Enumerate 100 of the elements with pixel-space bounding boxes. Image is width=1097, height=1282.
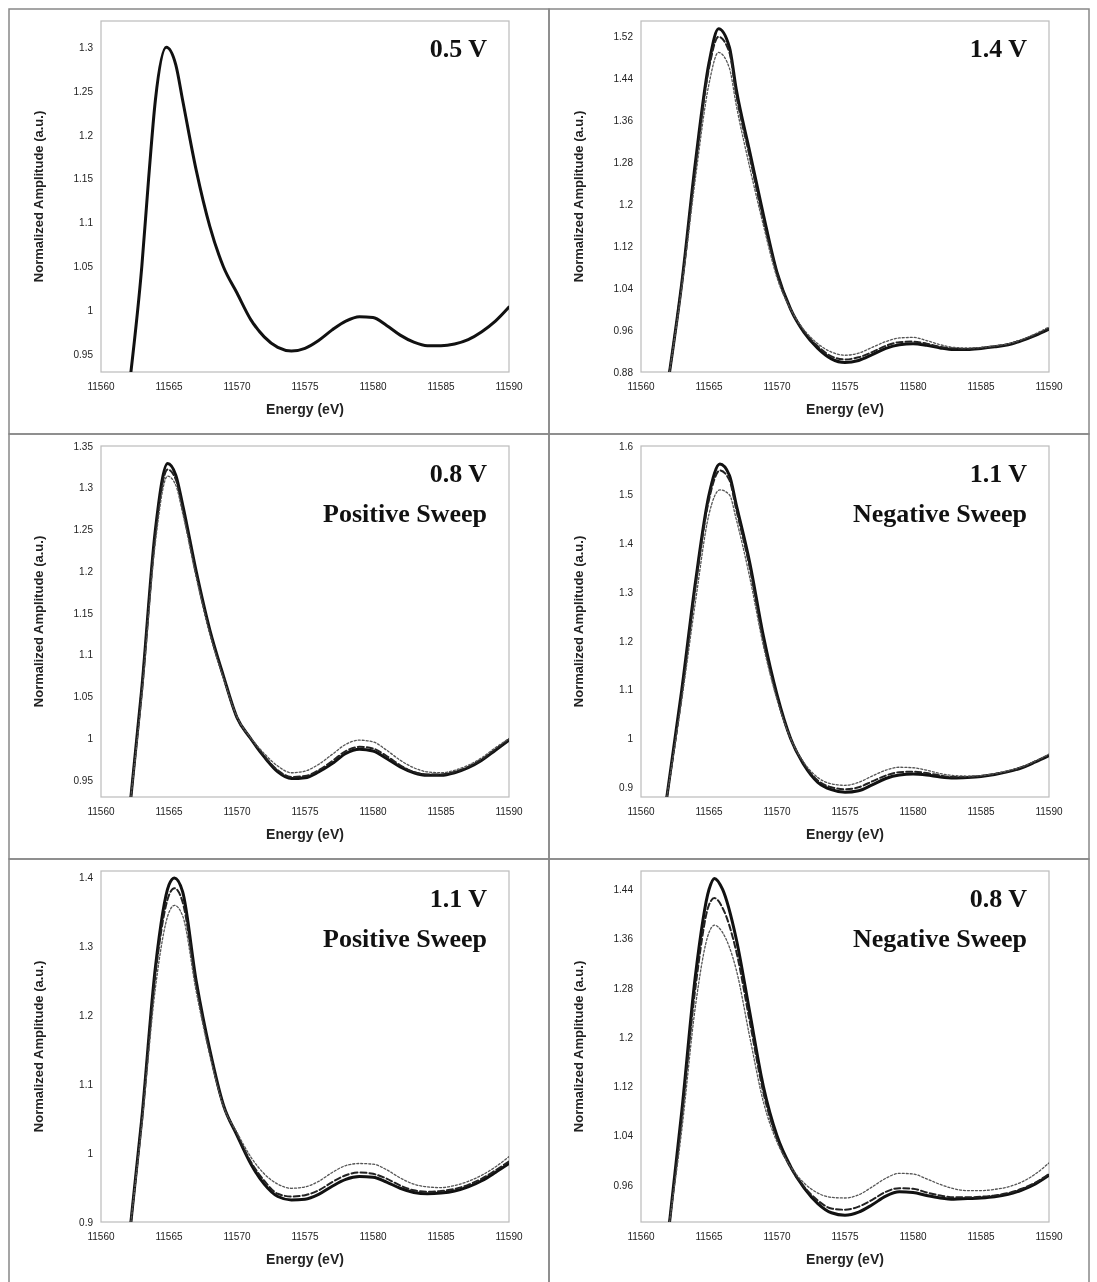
y-tick-label: 1.2 xyxy=(79,565,94,577)
x-tick-label: 11575 xyxy=(291,806,319,817)
x-tick-label: 11585 xyxy=(967,806,995,817)
x-tick-label: 11570 xyxy=(223,806,251,817)
y-tick-label: 1.52 xyxy=(613,31,634,43)
y-tick-label: 1 xyxy=(87,733,94,744)
y-tick-label: 0.9 xyxy=(79,1216,94,1228)
x-tick-label: 11570 xyxy=(763,806,791,817)
y-tick-label: 1.5 xyxy=(619,489,634,501)
y-axis-title: Normalized Amplitude (a.u.) xyxy=(31,960,46,1133)
x-tick-label: 11570 xyxy=(763,1231,791,1242)
y-tick-label: 1.28 xyxy=(613,982,634,994)
text: 0.5 V xyxy=(429,34,488,63)
y-tick-label: 1.2 xyxy=(79,1010,94,1022)
x-tick-label: 11590 xyxy=(495,806,523,817)
y-tick-label: 0.95 xyxy=(73,774,94,786)
x-tick-label: 11570 xyxy=(223,381,251,392)
y-tick-label: 1.1 xyxy=(79,1078,94,1090)
x-tick-label: 11565 xyxy=(695,381,723,392)
y-axis-title: Normalized Amplitude (a.u.) xyxy=(571,535,586,708)
y-tick-label: 0.96 xyxy=(613,1179,634,1191)
y-axis-title: Normalized Amplitude (a.u.) xyxy=(571,110,586,283)
x-tick-label: 11585 xyxy=(427,1231,455,1242)
text: Negative Sweep xyxy=(852,499,1027,528)
y-tick-label: 1 xyxy=(87,305,94,317)
y-tick-label: 1.15 xyxy=(73,173,94,185)
y-tick-label: 1.4 xyxy=(619,538,634,549)
y-tick-label: 1.2 xyxy=(619,1031,634,1043)
y-tick-label: 1.2 xyxy=(619,635,634,647)
x-axis-title: Energy (eV) xyxy=(266,1251,344,1267)
x-tick-label: 11585 xyxy=(967,381,995,392)
y-tick-label: 1.1 xyxy=(79,217,94,229)
y-tick-label: 1.25 xyxy=(73,524,94,536)
y-axis-title: Normalized Amplitude (a.u.) xyxy=(31,110,46,283)
x-tick-label: 11575 xyxy=(291,1231,319,1242)
y-tick-label: 1.25 xyxy=(73,85,94,97)
y-tick-label: 1.05 xyxy=(73,691,94,703)
x-axis-title: Energy (eV) xyxy=(806,1251,884,1267)
y-tick-label: 1.6 xyxy=(619,440,634,452)
y-tick-label: 1.3 xyxy=(79,482,94,494)
x-tick-label: 11565 xyxy=(155,806,183,817)
x-tick-label: 11575 xyxy=(831,806,859,817)
x-tick-label: 11585 xyxy=(427,806,455,817)
y-tick-label: 1.28 xyxy=(613,156,634,168)
x-axis-title: Energy (eV) xyxy=(266,401,344,417)
y-tick-label: 0.95 xyxy=(73,348,94,360)
y-tick-label: 1.12 xyxy=(613,1081,634,1093)
text: 1.1 V xyxy=(429,884,488,913)
x-tick-label: 11560 xyxy=(87,806,115,817)
x-tick-label: 11580 xyxy=(359,381,387,392)
text: 1.4 V xyxy=(969,34,1028,63)
x-tick-label: 11560 xyxy=(87,1231,115,1242)
x-tick-label: 11575 xyxy=(291,381,319,392)
y-tick-label: 1.3 xyxy=(619,586,634,598)
x-axis-title: Energy (eV) xyxy=(806,826,884,842)
y-tick-label: 0.96 xyxy=(613,324,634,336)
y-tick-label: 1.04 xyxy=(613,282,634,294)
x-tick-label: 11565 xyxy=(155,381,183,392)
x-tick-label: 11585 xyxy=(427,381,455,392)
y-tick-label: 1.44 xyxy=(613,883,634,895)
y-tick-label: 1 xyxy=(87,1147,94,1159)
y-tick-label: 0.88 xyxy=(613,366,634,378)
text: Negative Sweep xyxy=(852,924,1027,953)
x-tick-label: 11560 xyxy=(627,381,655,392)
x-tick-label: 11560 xyxy=(87,381,115,392)
x-tick-label: 11585 xyxy=(967,1231,995,1242)
y-tick-label: 1.3 xyxy=(79,941,94,953)
y-tick-label: 0.9 xyxy=(619,781,634,793)
y-axis-title: Normalized Amplitude (a.u.) xyxy=(31,535,46,708)
x-tick-label: 11565 xyxy=(695,806,723,817)
x-tick-label: 11575 xyxy=(831,381,859,392)
text: Positive Sweep xyxy=(323,924,487,953)
y-tick-label: 1.12 xyxy=(613,240,634,252)
x-tick-label: 11590 xyxy=(1035,806,1063,817)
x-tick-label: 11580 xyxy=(899,381,927,392)
x-tick-label: 11575 xyxy=(831,1231,859,1242)
x-tick-label: 11565 xyxy=(695,1231,723,1242)
y-tick-label: 1.4 xyxy=(79,872,94,884)
y-tick-label: 1.2 xyxy=(79,129,94,141)
y-tick-label: 1.1 xyxy=(619,684,634,696)
y-tick-label: 1.04 xyxy=(613,1130,634,1142)
x-tick-label: 11565 xyxy=(155,1231,183,1242)
x-tick-label: 11570 xyxy=(223,1231,251,1242)
y-tick-label: 1.35 xyxy=(73,440,94,452)
text: 0.8 V xyxy=(429,459,488,488)
y-tick-label: 1.3 xyxy=(79,41,94,53)
y-tick-label: 1.36 xyxy=(613,933,634,945)
x-tick-label: 11590 xyxy=(1035,1231,1063,1242)
y-tick-label: 1.15 xyxy=(73,607,94,619)
x-tick-label: 11580 xyxy=(899,806,927,817)
x-tick-label: 11560 xyxy=(627,806,655,817)
x-tick-label: 11580 xyxy=(359,1231,387,1242)
text: Positive Sweep xyxy=(323,499,487,528)
x-tick-label: 11590 xyxy=(1035,381,1063,392)
x-tick-label: 11590 xyxy=(495,1231,523,1242)
y-tick-label: 1.44 xyxy=(613,73,634,85)
x-tick-label: 11580 xyxy=(899,1231,927,1242)
y-tick-label: 1.05 xyxy=(73,261,94,273)
text: 0.8 V xyxy=(969,884,1028,913)
y-tick-label: 1.36 xyxy=(613,115,634,127)
